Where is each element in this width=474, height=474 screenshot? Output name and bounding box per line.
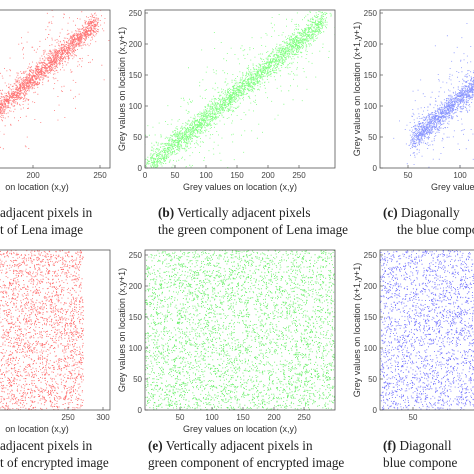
x-tick-label: 0 bbox=[143, 171, 148, 180]
caption-b-letter: (b) bbox=[158, 205, 175, 220]
y-tick-label: 50 bbox=[368, 375, 377, 384]
y-tick-label: 0 bbox=[373, 164, 378, 173]
axes-frame-d bbox=[0, 249, 111, 411]
caption-b-line-2: the green component of Lena image bbox=[158, 222, 349, 237]
axes-frame-a bbox=[0, 9, 111, 169]
y-tick-label: 200 bbox=[129, 282, 143, 291]
caption-d-line-2: t of encrypted image bbox=[0, 455, 109, 470]
y-tick-label: 200 bbox=[129, 40, 143, 49]
y-tick-label: 50 bbox=[368, 133, 377, 142]
caption-b: (b) Vertically adjacent pixels the green… bbox=[158, 204, 348, 238]
caption-b-line-1: Vertically adjacent pixels bbox=[177, 205, 311, 220]
x-tick-label: 150 bbox=[230, 171, 244, 180]
caption-e: (e) Vertically adjacent pixels in green … bbox=[148, 437, 344, 471]
x-tick-label: 150 bbox=[236, 413, 250, 422]
caption-c: (c) Diagonally the blue compo bbox=[383, 204, 474, 238]
x-axis-label: Grey values on location (x,y) bbox=[183, 424, 297, 434]
y-tick-label: 50 bbox=[133, 133, 142, 142]
x-tick-label: 250 bbox=[61, 413, 75, 422]
y-tick-label: 100 bbox=[129, 344, 143, 353]
y-tick-label: 200 bbox=[364, 282, 378, 291]
x-tick-label: 250 bbox=[292, 171, 306, 180]
panel-d: 250 300 on location (x,y) bbox=[0, 249, 111, 434]
caption-c-letter: (c) bbox=[383, 205, 398, 220]
y-axis-label: Grey values on location (x+1,y+1) bbox=[352, 22, 362, 157]
scatter-marks-b bbox=[145, 11, 335, 168]
y-tick-label: 150 bbox=[129, 313, 143, 322]
caption-f-line-1: Diagonall bbox=[399, 438, 452, 453]
panel-a: 200 250 on location (x,y) bbox=[0, 9, 111, 192]
scatter-points-c bbox=[393, 23, 474, 168]
caption-f: (f) Diagonall blue compone bbox=[383, 437, 457, 471]
y-tick-label: 200 bbox=[364, 40, 378, 49]
x-tick-label: 250 bbox=[297, 413, 311, 422]
y-tick-label: 0 bbox=[138, 164, 143, 173]
caption-e-letter: (e) bbox=[148, 438, 163, 453]
y-axis-label: Grey values on location (x,y+1) bbox=[117, 27, 127, 151]
scatter-marks-c bbox=[393, 23, 474, 168]
x-tick-label: 50 bbox=[176, 413, 185, 422]
y-tick-label: 150 bbox=[364, 71, 378, 80]
x-axis-label: Grey values bbox=[431, 182, 474, 192]
y-tick-label: 250 bbox=[364, 251, 378, 260]
caption-d: adjacent pixels in t of encrypted image bbox=[0, 437, 109, 471]
y-tick-label: 0 bbox=[373, 406, 378, 415]
scatter-points-e bbox=[145, 250, 335, 410]
y-tick-label: 250 bbox=[129, 251, 143, 260]
x-tick-label: 200 bbox=[26, 171, 40, 180]
caption-a: adjacent pixels in t of Lena image bbox=[0, 204, 92, 238]
caption-e-line-1: Vertically adjacent pixels in bbox=[165, 438, 313, 453]
axes-frame-e bbox=[144, 249, 336, 411]
axes-frame-f bbox=[379, 249, 474, 411]
y-tick-label: 50 bbox=[133, 375, 142, 384]
y-tick-label: 250 bbox=[364, 9, 378, 18]
caption-a-line-1: adjacent pixels in bbox=[0, 205, 93, 220]
caption-f-line-2: blue compone bbox=[383, 455, 458, 470]
x-tick-label: 50 bbox=[409, 413, 418, 422]
x-tick-label: 100 bbox=[199, 171, 213, 180]
x-axis-label: Grey values on location (x,y) bbox=[183, 182, 297, 192]
caption-e-line-2: green component of encrypted image bbox=[148, 455, 345, 470]
caption-c-line-1: Diagonally bbox=[400, 205, 460, 220]
x-tick-label: 200 bbox=[267, 413, 281, 422]
x-tick-label: 250 bbox=[93, 171, 107, 180]
scatter-points-b bbox=[145, 11, 335, 168]
y-axis-label: Grey values on location (x,y+1) bbox=[117, 268, 127, 392]
y-tick-label: 250 bbox=[129, 9, 143, 18]
caption-a-line-2: t of Lena image bbox=[0, 222, 84, 237]
x-tick-label: 200 bbox=[261, 171, 275, 180]
scatter-marks-d bbox=[0, 250, 84, 410]
scatter-points-d bbox=[0, 250, 84, 410]
y-tick-label: 150 bbox=[364, 313, 378, 322]
x-tick-label: 100 bbox=[453, 171, 467, 180]
y-tick-label: 0 bbox=[138, 406, 143, 415]
x-tick-label: 100 bbox=[205, 413, 219, 422]
x-tick-label: 300 bbox=[96, 413, 110, 422]
x-axis-label: on location (x,y) bbox=[5, 182, 69, 192]
x-tick-label: 50 bbox=[404, 171, 413, 180]
caption-c-line-2: the blue compo bbox=[397, 222, 474, 237]
axes-frame-c bbox=[379, 9, 474, 169]
caption-d-line-1: adjacent pixels in bbox=[0, 438, 93, 453]
y-tick-label: 150 bbox=[129, 71, 143, 80]
y-axis-label: Grey values on location (x+1,y+1) bbox=[352, 263, 362, 398]
y-tick-label: 100 bbox=[129, 102, 143, 111]
scatter-points-f bbox=[380, 250, 474, 410]
axes-frame-b bbox=[144, 9, 336, 169]
x-tick-label: 50 bbox=[171, 171, 180, 180]
y-tick-label: 100 bbox=[364, 344, 378, 353]
y-tick-label: 100 bbox=[364, 102, 378, 111]
x-axis-label: on location (x,y) bbox=[5, 424, 69, 434]
panel-c: 50 100 0 50 100 150 200 250 Grey values Grey valu… bbox=[352, 9, 474, 192]
scatter-marks-e bbox=[145, 250, 335, 410]
caption-f-letter: (f) bbox=[383, 438, 397, 453]
scatter-marks-f bbox=[380, 250, 474, 410]
